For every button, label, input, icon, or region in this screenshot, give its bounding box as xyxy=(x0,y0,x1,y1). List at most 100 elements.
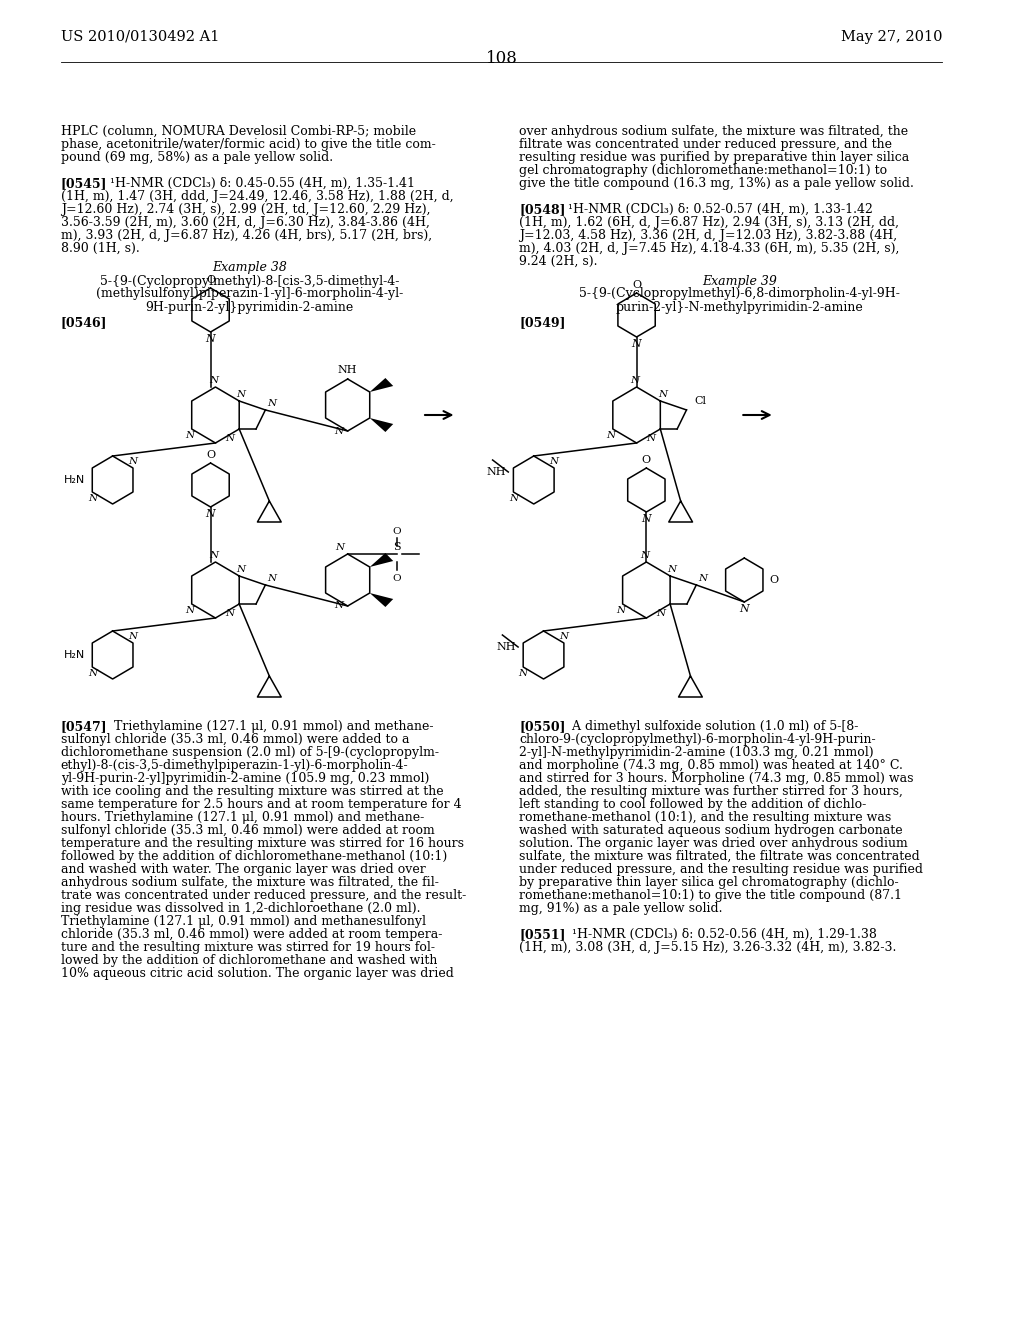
Text: phase, acetonitrile/water/formic acid) to give the title com-: phase, acetonitrile/water/formic acid) t… xyxy=(60,139,435,150)
Text: N: N xyxy=(267,574,276,583)
Text: romethane-methanol (10:1), and the resulting mixture was: romethane-methanol (10:1), and the resul… xyxy=(519,810,891,824)
Text: N: N xyxy=(225,434,234,444)
Text: lowed by the addition of dichloromethane and washed with: lowed by the addition of dichloromethane… xyxy=(60,954,437,968)
Text: solution. The organic layer was dried over anhydrous sodium: solution. The organic layer was dried ov… xyxy=(519,837,908,850)
Text: 9.24 (2H, s).: 9.24 (2H, s). xyxy=(519,255,598,268)
Text: followed by the addition of dichloromethane-methanol (10:1): followed by the addition of dichlorometh… xyxy=(60,850,446,863)
Text: sulfonyl chloride (35.3 ml, 0.46 mmol) were added to a: sulfonyl chloride (35.3 ml, 0.46 mmol) w… xyxy=(60,733,410,746)
Text: 9H-purin-2-yl}pyrimidin-2-amine: 9H-purin-2-yl}pyrimidin-2-amine xyxy=(145,301,354,314)
Text: N: N xyxy=(550,457,559,466)
Text: N: N xyxy=(630,376,639,385)
Text: N: N xyxy=(206,334,215,345)
Text: N: N xyxy=(335,426,344,436)
Text: pound (69 mg, 58%) as a pale yellow solid.: pound (69 mg, 58%) as a pale yellow soli… xyxy=(60,150,333,164)
Text: N: N xyxy=(225,609,234,618)
Text: S: S xyxy=(393,543,400,552)
Text: O: O xyxy=(392,527,401,536)
Polygon shape xyxy=(370,418,393,432)
Text: N: N xyxy=(185,606,195,615)
Text: J=12.03, 4.58 Hz), 3.36 (2H, d, J=12.03 Hz), 3.82-3.88 (4H,: J=12.03, 4.58 Hz), 3.36 (2H, d, J=12.03 … xyxy=(519,228,897,242)
Text: NH: NH xyxy=(338,366,357,375)
Text: N: N xyxy=(237,565,246,574)
Text: 5-{9-(Cyclopropylmethyl)-6,8-dimorpholin-4-yl-9H-: 5-{9-(Cyclopropylmethyl)-6,8-dimorpholin… xyxy=(579,288,900,301)
Text: temperature and the resulting mixture was stirred for 16 hours: temperature and the resulting mixture wa… xyxy=(60,837,464,850)
Text: 2-yl]-N-methylpyrimidin-2-amine (103.3 mg, 0.21 mmol): 2-yl]-N-methylpyrimidin-2-amine (103.3 m… xyxy=(519,746,873,759)
Text: N: N xyxy=(668,565,677,574)
Text: with ice cooling and the resulting mixture was stirred at the: with ice cooling and the resulting mixtu… xyxy=(60,785,443,799)
Text: Triethylamine (127.1 μl, 0.91 mmol) and methane-: Triethylamine (127.1 μl, 0.91 mmol) and … xyxy=(101,719,433,733)
Text: chloride (35.3 ml, 0.46 mmol) were added at room tempera-: chloride (35.3 ml, 0.46 mmol) were added… xyxy=(60,928,442,941)
Text: N: N xyxy=(657,389,667,399)
Text: mg, 91%) as a pale yellow solid.: mg, 91%) as a pale yellow solid. xyxy=(519,902,723,915)
Text: give the title compound (16.3 mg, 13%) as a pale yellow solid.: give the title compound (16.3 mg, 13%) a… xyxy=(519,177,914,190)
Text: O: O xyxy=(642,455,651,465)
Text: N: N xyxy=(237,389,246,399)
Text: [0547]: [0547] xyxy=(60,719,108,733)
Text: filtrate was concentrated under reduced pressure, and the: filtrate was concentrated under reduced … xyxy=(519,139,892,150)
Text: N: N xyxy=(698,574,708,583)
Text: Example 39: Example 39 xyxy=(702,275,777,288)
Text: O: O xyxy=(632,280,641,290)
Text: (1H, m), 1.47 (3H, ddd, J=24.49, 12.46, 3.58 Hz), 1.88 (2H, d,: (1H, m), 1.47 (3H, ddd, J=24.49, 12.46, … xyxy=(60,190,454,203)
Text: [0550]: [0550] xyxy=(519,719,565,733)
Text: chloro-9-(cyclopropylmethyl)-6-morpholin-4-yl-9H-purin-: chloro-9-(cyclopropylmethyl)-6-morpholin… xyxy=(519,733,876,746)
Text: purin-2-yl}-N-methylpyrimidin-2-amine: purin-2-yl}-N-methylpyrimidin-2-amine xyxy=(615,301,863,314)
Text: Cl: Cl xyxy=(694,396,707,407)
Text: Example 38: Example 38 xyxy=(212,261,287,275)
Text: 8.90 (1H, s).: 8.90 (1H, s). xyxy=(60,242,139,255)
Text: hours. Triethylamine (127.1 μl, 0.91 mmol) and methane-: hours. Triethylamine (127.1 μl, 0.91 mmo… xyxy=(60,810,424,824)
Text: N: N xyxy=(128,632,137,642)
Text: N: N xyxy=(739,605,750,614)
Text: washed with saturated aqueous sodium hydrogen carbonate: washed with saturated aqueous sodium hyd… xyxy=(519,824,903,837)
Text: US 2010/0130492 A1: US 2010/0130492 A1 xyxy=(60,30,219,44)
Text: ethyl)-8-(cis-3,5-dimethylpiperazin-1-yl)-6-morpholin-4-: ethyl)-8-(cis-3,5-dimethylpiperazin-1-yl… xyxy=(60,759,409,772)
Text: N: N xyxy=(606,432,615,440)
Text: romethane:methanol=10:1) to give the title compound (87.1: romethane:methanol=10:1) to give the tit… xyxy=(519,888,902,902)
Text: O: O xyxy=(392,574,401,583)
Polygon shape xyxy=(370,378,393,392)
Text: N: N xyxy=(267,399,276,408)
Text: N: N xyxy=(335,602,344,610)
Text: 5-{9-(Cyclopropylmethyl)-8-[cis-3,5-dimethyl-4-: 5-{9-(Cyclopropylmethyl)-8-[cis-3,5-dime… xyxy=(100,275,399,288)
Text: sulfonyl chloride (35.3 ml, 0.46 mmol) were added at room: sulfonyl chloride (35.3 ml, 0.46 mmol) w… xyxy=(60,824,434,837)
Text: [0545]: [0545] xyxy=(60,177,108,190)
Text: N: N xyxy=(656,609,666,618)
Text: J=12.60 Hz), 2.74 (3H, s), 2.99 (2H, td, J=12.60, 2.29 Hz),: J=12.60 Hz), 2.74 (3H, s), 2.99 (2H, td,… xyxy=(60,203,430,216)
Text: N: N xyxy=(206,510,215,519)
Text: and stirred for 3 hours. Morpholine (74.3 mg, 0.85 mmol) was: and stirred for 3 hours. Morpholine (74.… xyxy=(519,772,913,785)
Text: by preparative thin layer silica gel chromatography (dichlo-: by preparative thin layer silica gel chr… xyxy=(519,876,899,888)
Text: N: N xyxy=(88,669,97,678)
Text: ture and the resulting mixture was stirred for 19 hours fol-: ture and the resulting mixture was stirr… xyxy=(60,941,435,954)
Text: N: N xyxy=(88,494,97,503)
Polygon shape xyxy=(370,553,393,568)
Text: under reduced pressure, and the resulting residue was purified: under reduced pressure, and the resultin… xyxy=(519,863,923,876)
Text: N: N xyxy=(335,543,344,552)
Text: N: N xyxy=(185,432,195,440)
Text: [0548]: [0548] xyxy=(519,203,565,216)
Text: N: N xyxy=(640,550,649,560)
Text: over anhydrous sodium sulfate, the mixture was filtrated, the: over anhydrous sodium sulfate, the mixtu… xyxy=(519,125,908,139)
Text: and morpholine (74.3 mg, 0.85 mmol) was heated at 140° C.: and morpholine (74.3 mg, 0.85 mmol) was … xyxy=(519,759,903,772)
Text: N: N xyxy=(646,434,655,444)
Text: N: N xyxy=(509,494,518,503)
Text: added, the resulting mixture was further stirred for 3 hours,: added, the resulting mixture was further… xyxy=(519,785,903,799)
Text: N: N xyxy=(616,606,626,615)
Text: left standing to cool followed by the addition of dichlo-: left standing to cool followed by the ad… xyxy=(519,799,866,810)
Text: [0546]: [0546] xyxy=(60,315,108,329)
Text: N: N xyxy=(209,550,218,560)
Text: 10% aqueous citric acid solution. The organic layer was dried: 10% aqueous citric acid solution. The or… xyxy=(60,968,454,979)
Text: m), 3.93 (2H, d, J=6.87 Hz), 4.26 (4H, brs), 5.17 (2H, brs),: m), 3.93 (2H, d, J=6.87 Hz), 4.26 (4H, b… xyxy=(60,228,432,242)
Text: N: N xyxy=(559,632,568,642)
Text: N: N xyxy=(632,339,641,348)
Text: resulting residue was purified by preparative thin layer silica: resulting residue was purified by prepar… xyxy=(519,150,909,164)
Text: [0549]: [0549] xyxy=(519,315,565,329)
Text: sulfate, the mixture was filtrated, the filtrate was concentrated: sulfate, the mixture was filtrated, the … xyxy=(519,850,920,863)
Text: 108: 108 xyxy=(485,50,517,67)
Text: 3.56-3.59 (2H, m), 3.60 (2H, d, J=6.30 Hz), 3.84-3.86 (4H,: 3.56-3.59 (2H, m), 3.60 (2H, d, J=6.30 H… xyxy=(60,216,430,228)
Text: (1H, m), 3.08 (3H, d, J=5.15 Hz), 3.26-3.32 (4H, m), 3.82-3.: (1H, m), 3.08 (3H, d, J=5.15 Hz), 3.26-3… xyxy=(519,941,896,954)
Text: [0551]: [0551] xyxy=(519,928,565,941)
Text: (1H, m), 1.62 (6H, d, J=6.87 Hz), 2.94 (3H, s), 3.13 (2H, dd,: (1H, m), 1.62 (6H, d, J=6.87 Hz), 2.94 (… xyxy=(519,216,899,228)
Text: N: N xyxy=(518,669,527,678)
Text: N: N xyxy=(209,376,218,385)
Text: H₂N: H₂N xyxy=(63,649,85,660)
